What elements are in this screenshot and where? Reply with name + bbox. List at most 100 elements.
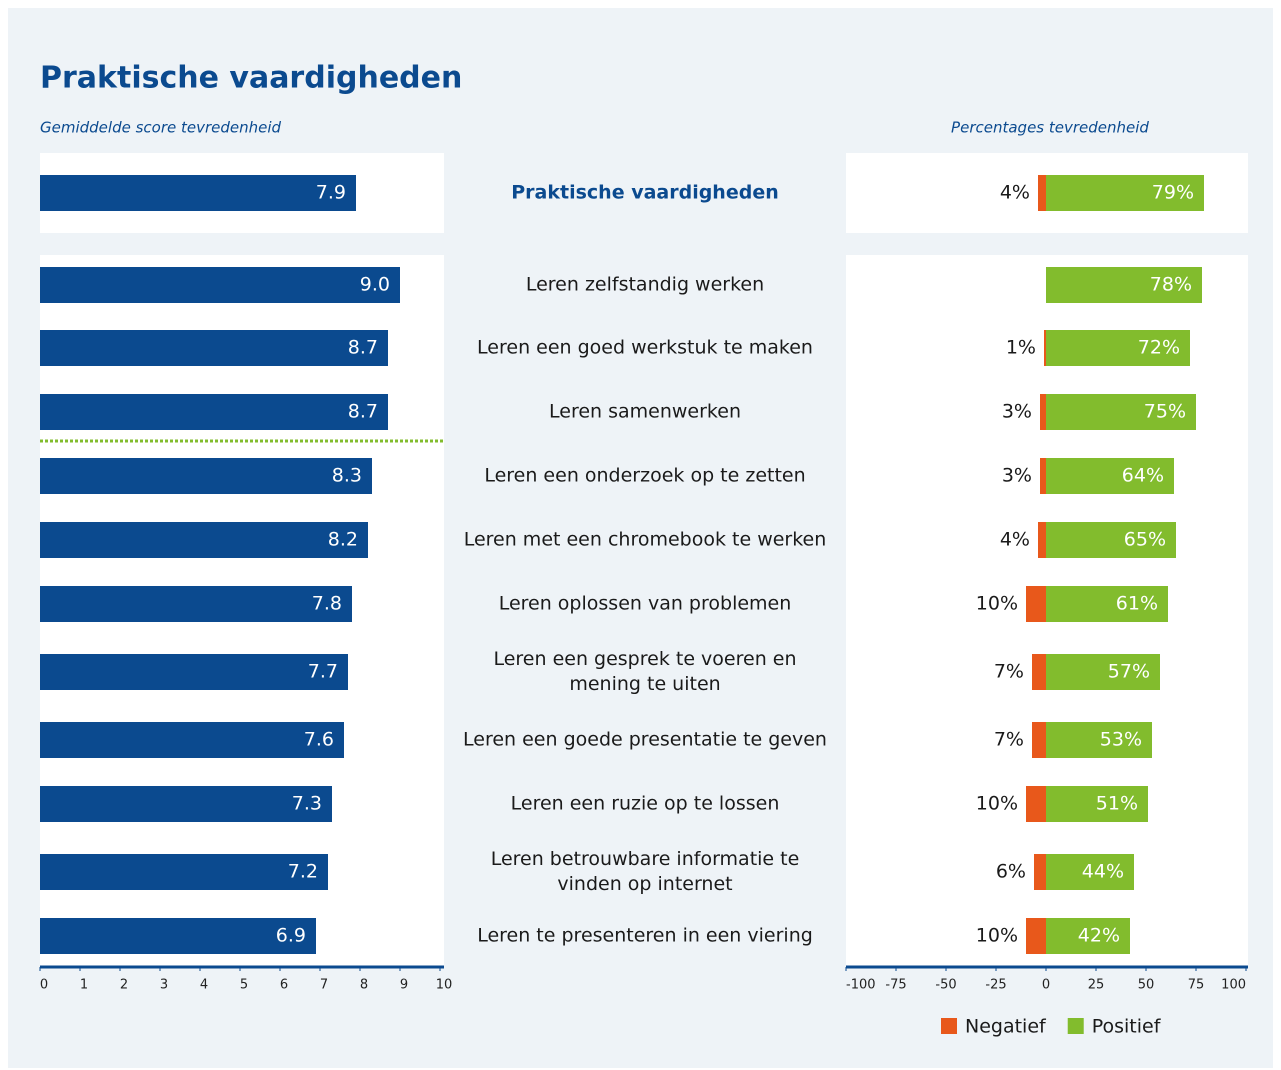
bar: [40, 267, 400, 303]
data-label: 1%: [1006, 337, 1036, 359]
chart-title: Praktische vaardigheden: [40, 61, 462, 96]
legend-swatch: [1067, 1018, 1084, 1034]
category-label: Praktische vaardigheden: [511, 181, 779, 204]
category-label: Leren betrouwbare informatie te vinden o…: [490, 848, 800, 895]
bar: [40, 458, 372, 494]
data-label: 78%: [1150, 274, 1192, 296]
data-label: 10%: [976, 593, 1018, 615]
data-label: 42%: [1078, 925, 1120, 947]
bar: [1046, 522, 1176, 558]
x-tick-label: -75: [885, 978, 906, 993]
data-label: 79%: [1152, 182, 1194, 204]
bar: [1032, 654, 1046, 690]
legend-label: Negatief: [965, 1016, 1047, 1038]
data-label: 7.9: [316, 182, 346, 204]
data-label: 4%: [1000, 182, 1030, 204]
bar: [1046, 175, 1204, 211]
category-label: Leren samenwerken: [549, 400, 741, 423]
x-tick-label: 25: [1088, 978, 1105, 993]
data-label: 44%: [1082, 861, 1124, 883]
legend-swatch: [941, 1018, 957, 1034]
data-label: 6%: [996, 861, 1026, 883]
data-label: 57%: [1108, 661, 1150, 683]
data-label: 8.7: [348, 401, 378, 423]
x-tick-label: -25: [985, 978, 1006, 993]
bar: [40, 786, 332, 822]
bar: [1044, 330, 1046, 366]
x-tick-label: 0: [1042, 978, 1050, 993]
bar: [1040, 394, 1046, 430]
data-label: 4%: [1000, 529, 1030, 551]
bar: [1026, 918, 1046, 954]
x-tick-label: 10: [436, 978, 453, 993]
x-tick-label: -100: [846, 978, 876, 993]
bar: [1026, 586, 1046, 622]
x-tick-label: 7: [320, 978, 328, 993]
bar: [40, 175, 356, 211]
bar: [40, 854, 328, 890]
data-label: 65%: [1124, 529, 1166, 551]
data-label: 7%: [994, 729, 1024, 751]
data-label: 7.7: [308, 661, 338, 683]
subtitle: Gemiddelde score tevredenheid: [40, 119, 282, 137]
data-label: 7.8: [312, 593, 342, 615]
legend-label: Positief: [1092, 1016, 1162, 1038]
bar: [1032, 722, 1046, 758]
bar: [1046, 458, 1174, 494]
bar: [1046, 854, 1134, 890]
bar: [1040, 458, 1046, 494]
bar: [40, 522, 368, 558]
x-tick-label: 9: [400, 978, 408, 993]
category-label: Leren een gesprek te voeren en mening te…: [493, 648, 797, 695]
x-tick-label: 1: [80, 978, 88, 993]
data-label: 61%: [1116, 593, 1158, 615]
data-label: 7%: [994, 661, 1024, 683]
bar: [1046, 654, 1160, 690]
bar: [40, 654, 348, 690]
x-tick-label: -50: [935, 978, 956, 993]
data-label: 7.3: [292, 793, 322, 815]
x-tick-label: 50: [1138, 978, 1155, 993]
data-label: 51%: [1096, 793, 1138, 815]
category-label: Leren met een chromebook te werken: [463, 528, 827, 551]
data-label: 10%: [976, 793, 1018, 815]
data-label: 72%: [1138, 337, 1180, 359]
data-label: 64%: [1122, 465, 1164, 487]
data-label: 75%: [1144, 401, 1186, 423]
category-label: Leren een goede presentatie te geven: [463, 728, 827, 751]
bar: [1046, 267, 1202, 303]
bar: [1046, 722, 1152, 758]
x-tick-label: 5: [240, 978, 248, 993]
x-tick-label: 75: [1188, 978, 1205, 993]
category-label: Leren zelfstandig werken: [525, 273, 765, 296]
x-tick-label: 3: [160, 978, 168, 993]
data-label: 53%: [1100, 729, 1142, 751]
x-tick-label: 4: [200, 978, 208, 993]
bar: [40, 586, 352, 622]
category-label: Leren een onderzoek op te zetten: [484, 464, 806, 487]
bar: [40, 918, 316, 954]
data-label: 9.0: [360, 274, 390, 296]
bar: [1046, 586, 1168, 622]
data-label: 6.9: [276, 925, 306, 947]
data-label: 8.3: [332, 465, 362, 487]
data-label: 3%: [1002, 465, 1032, 487]
data-label: 10%: [976, 925, 1018, 947]
bar: [1046, 394, 1196, 430]
bar: [1034, 854, 1046, 890]
category-label: Leren een ruzie op te lossen: [510, 792, 780, 815]
data-label: 7.6: [304, 729, 334, 751]
data-label: 3%: [1002, 401, 1032, 423]
x-tick-label: 6: [280, 978, 288, 993]
category-label: Leren te presenteren in een viering: [477, 924, 813, 947]
bar: [1046, 918, 1130, 954]
bar: [40, 722, 344, 758]
bar: [1026, 786, 1046, 822]
bar: [1046, 330, 1190, 366]
category-label: Leren een goed werkstuk te maken: [477, 336, 813, 359]
bar: [1038, 522, 1046, 558]
bar: [40, 330, 388, 366]
x-tick-label: 0: [40, 978, 48, 993]
